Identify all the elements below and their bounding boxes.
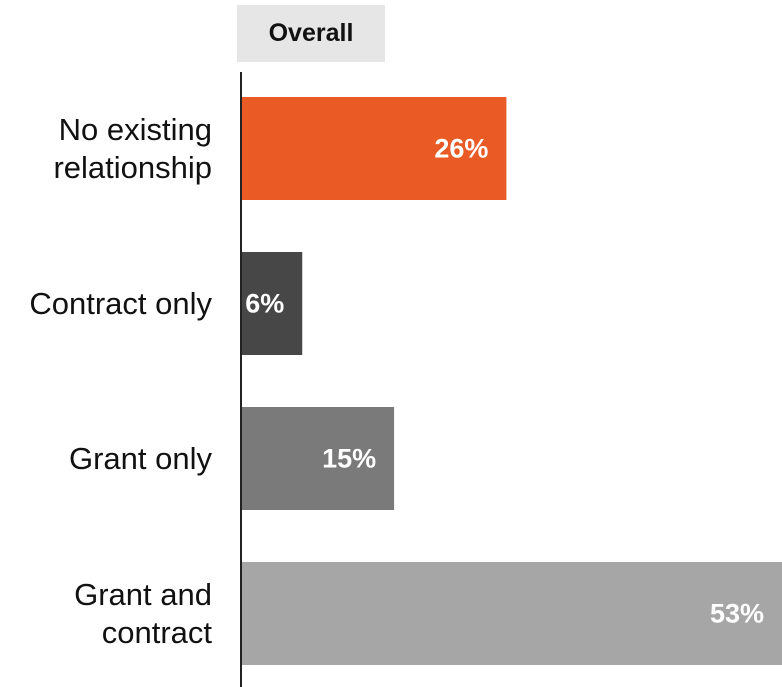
panel-title: Overall [237,5,385,62]
bar [242,252,303,355]
category-label: Contract only [29,285,212,321]
category-label: No existing relationship [53,111,212,185]
bar [242,562,782,665]
category-label: Grant and contract [74,576,212,650]
value-label: 15% [322,444,376,474]
bar [242,407,395,510]
category-label: Grant only [68,440,212,476]
value-label: 53% [710,599,764,629]
bar [242,97,507,200]
value-label: 6% [245,289,284,319]
value-label: 26% [434,134,488,164]
